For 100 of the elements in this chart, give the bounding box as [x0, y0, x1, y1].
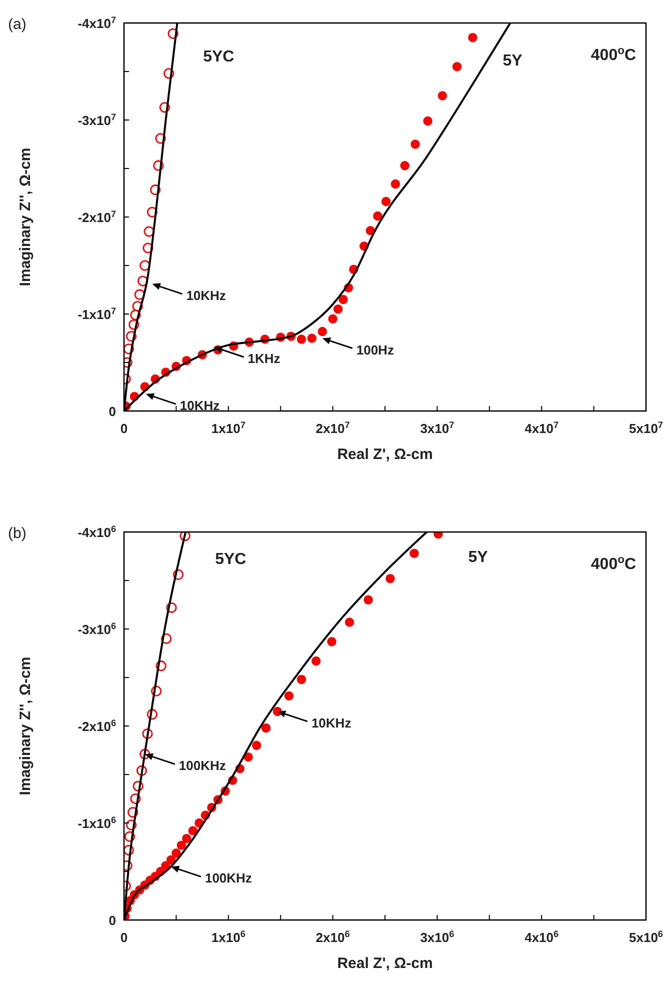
- point: [307, 334, 317, 343]
- point: [130, 310, 141, 320]
- y-tick-label: -4x10$^{6}$: [78, 524, 116, 540]
- y-axis-title: Imaginary Z'', Ω-cm: [17, 656, 34, 796]
- point: [132, 300, 143, 312]
- point: [136, 765, 148, 776]
- point: [144, 226, 154, 237]
- point: [166, 855, 176, 864]
- point: [142, 728, 153, 740]
- point: [284, 691, 294, 701]
- point: [128, 319, 140, 330]
- annotation: 100Hz: [356, 342, 394, 358]
- point: [328, 314, 338, 324]
- series-label: 5YC: [203, 48, 235, 66]
- point: [128, 807, 138, 818]
- point: [364, 595, 373, 604]
- x-axis-title: Real Z', Ω-cm: [337, 955, 433, 972]
- x-tick-label: 5x10$^{7}$: [629, 420, 663, 436]
- point: [381, 196, 391, 206]
- point: [373, 211, 382, 221]
- point: [252, 740, 262, 750]
- x-tick-label: 5x10$^{6}$: [629, 929, 663, 945]
- x-tick-label: 1x10$^{7}$: [211, 420, 246, 436]
- x-tick-label: 3x10$^{6}$: [420, 929, 454, 945]
- point: [410, 548, 419, 558]
- point: [140, 260, 150, 271]
- point: [146, 206, 158, 218]
- y-axis-title: Imaginary Z'', Ω-cm: [17, 148, 34, 286]
- y-tick-label: -1x10$^{7}$: [78, 306, 116, 322]
- annotation: 1KHz: [248, 350, 281, 366]
- x-tick-label: 4x10$^{6}$: [524, 929, 559, 945]
- text: (a): [8, 16, 26, 33]
- point: [159, 102, 170, 113]
- point: [410, 140, 420, 149]
- point: [400, 160, 410, 170]
- point: [146, 709, 158, 720]
- point: [188, 826, 198, 836]
- y-tick-label: -2x10$^{6}$: [78, 718, 116, 734]
- point: [318, 326, 327, 336]
- point: [172, 569, 184, 580]
- point: [438, 91, 448, 100]
- x-tick-label: 4x10$^{7}$: [524, 420, 559, 436]
- text: (b): [8, 525, 26, 542]
- y-tick-label: -4x10$^{7}$: [78, 15, 116, 31]
- point: [156, 660, 166, 672]
- point: [311, 656, 321, 666]
- point: [296, 334, 306, 344]
- x-tick-label: 3x10$^{7}$: [420, 420, 454, 436]
- point: [142, 242, 154, 254]
- point: [180, 532, 190, 542]
- y-tick-label: -2x10$^{7}$: [78, 209, 116, 225]
- point: [153, 160, 164, 171]
- annotation: 100KHz: [178, 758, 226, 774]
- x-tick-label: 1x10$^{6}$: [211, 929, 246, 945]
- y-tick-label: 0: [108, 404, 116, 419]
- point: [344, 618, 354, 627]
- point: [338, 294, 348, 304]
- point: [333, 304, 343, 314]
- point: [166, 602, 177, 613]
- point: [390, 179, 400, 189]
- point: [452, 62, 462, 72]
- point: [132, 780, 144, 792]
- annotation: 100KHz: [204, 870, 252, 886]
- point: [130, 793, 141, 804]
- point: [155, 133, 166, 144]
- point: [151, 686, 162, 696]
- point: [126, 820, 137, 830]
- x-tick-label: 0: [120, 930, 128, 945]
- point: [140, 748, 150, 760]
- series-label: 5Y: [502, 52, 523, 70]
- point: [366, 226, 375, 236]
- point: [168, 28, 178, 39]
- point: [296, 674, 306, 684]
- point: [468, 32, 478, 42]
- annotation: 10KHz: [311, 715, 352, 730]
- point: [182, 834, 192, 844]
- point: [176, 840, 186, 850]
- point: [423, 116, 432, 126]
- y-tick-label: -3x10$^{7}$: [78, 112, 116, 128]
- point: [124, 844, 134, 856]
- point: [124, 831, 136, 842]
- annotation: 400$^{o}$C: [590, 45, 636, 64]
- x-axis-title: Real Z', Ω-cm: [337, 446, 433, 463]
- annotation: 10KHz: [180, 398, 220, 414]
- series-label: 5YC: [215, 550, 247, 568]
- point: [327, 637, 336, 646]
- annotation: 400$^{o}$C: [590, 554, 636, 573]
- x-tick-label: 0: [120, 421, 128, 436]
- point: [172, 848, 181, 858]
- point: [160, 633, 172, 644]
- series-label: 5Y: [468, 548, 488, 566]
- y-tick-label: 0: [108, 913, 116, 928]
- point: [386, 574, 395, 584]
- annotation: 10KHz: [186, 288, 226, 303]
- point: [126, 331, 137, 342]
- x-tick-label: 2x10$^{6}$: [316, 929, 350, 945]
- y-tick-label: -3x10$^{6}$: [78, 621, 116, 637]
- y-tick-label: -1x10$^{6}$: [78, 815, 116, 831]
- point: [150, 184, 161, 196]
- point: [137, 276, 148, 286]
